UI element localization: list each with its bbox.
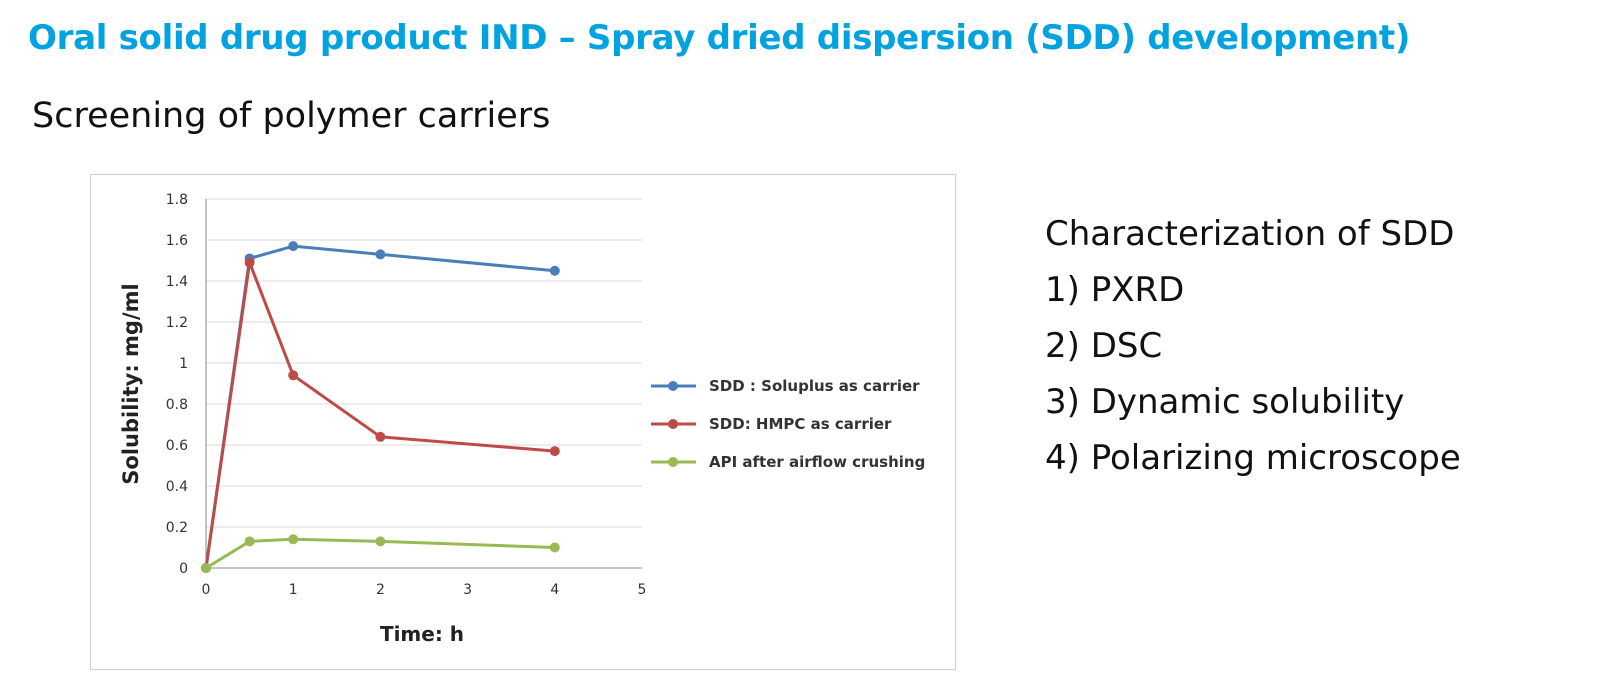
legend-marker	[668, 381, 678, 391]
x-tick-label: 3	[463, 582, 472, 598]
legend-marker	[668, 419, 678, 429]
data-point	[288, 534, 299, 545]
y-tick-label: 1.4	[166, 274, 188, 290]
data-point	[288, 241, 299, 252]
data-point	[201, 563, 211, 573]
data-point	[244, 536, 255, 547]
x-tick-labels: 0 1 2 3 4 5	[202, 582, 647, 598]
y-tick-labels: 0 0.2 0.4 0.6 0.8 1 1.2 1.4 1.6 1.8	[166, 192, 188, 577]
characterization-heading: Characterization of SDD	[1045, 214, 1455, 254]
data-point	[375, 431, 386, 442]
x-tick-label: 1	[289, 582, 298, 598]
y-tick-label: 0.4	[166, 479, 188, 495]
list-item: 1) PXRD	[1045, 270, 1185, 310]
data-point	[375, 536, 386, 547]
list-item: 3) Dynamic solubility	[1045, 382, 1405, 422]
list-item: 2) DSC	[1045, 326, 1163, 366]
data-point	[549, 446, 560, 457]
data-point	[375, 249, 386, 260]
x-tick-label: 2	[376, 582, 385, 598]
characterization-list: 1) PXRD 2) DSC 3) Dynamic solubility 4) …	[1045, 262, 1461, 486]
y-tick-label: 1.2	[166, 315, 188, 331]
list-item: 4) Polarizing microscope	[1045, 438, 1461, 478]
series-line	[204, 244, 555, 569]
characterization-panel: Characterization of SDD 1) PXRD 2) DSC 3…	[1045, 206, 1461, 486]
legend-marker	[668, 457, 678, 467]
y-tick-label: 0	[179, 561, 188, 577]
legend: SDD : Soluplus as carrier SDD: HMPC as ca…	[651, 377, 925, 471]
slide-subtitle: Screening of polymer carriers	[32, 96, 551, 136]
legend-label: API after airflow crushing	[709, 453, 925, 471]
y-tick-label: 1.6	[166, 233, 188, 249]
slide-title: Oral solid drug product IND – Spray drie…	[28, 18, 1411, 58]
solubility-line-chart: 0 0.2 0.4 0.6 0.8 1 1.2 1.4 1.6 1.8 0 1 2 3 4 5 Solubi…	[119, 192, 925, 646]
y-tick-label: 1.8	[166, 192, 188, 208]
legend-label: SDD: HMPC as carrier	[709, 415, 892, 433]
chart-frame: 0 0.2 0.4 0.6 0.8 1 1.2 1.4 1.6 1.8 0 1 2 3 4 5 Solubi…	[90, 174, 956, 670]
series-lines	[201, 241, 560, 573]
y-tick-label: 1	[179, 356, 188, 372]
y-tick-label: 0.6	[166, 438, 188, 454]
data-point	[549, 265, 560, 276]
data-point	[288, 370, 299, 381]
x-tick-label: 5	[638, 582, 647, 598]
x-tick-label: 4	[550, 582, 559, 598]
x-tick-label: 0	[202, 582, 211, 598]
data-point	[549, 542, 560, 553]
legend-label: SDD : Soluplus as carrier	[709, 377, 920, 395]
x-axis-label: Time: h	[380, 622, 464, 646]
series-line	[204, 261, 555, 569]
gridlines	[206, 198, 642, 528]
y-axis-label: Solubility: mg/ml	[119, 283, 143, 484]
data-point	[244, 257, 255, 268]
y-tick-label: 0.2	[166, 520, 188, 536]
y-tick-label: 0.8	[166, 397, 188, 413]
